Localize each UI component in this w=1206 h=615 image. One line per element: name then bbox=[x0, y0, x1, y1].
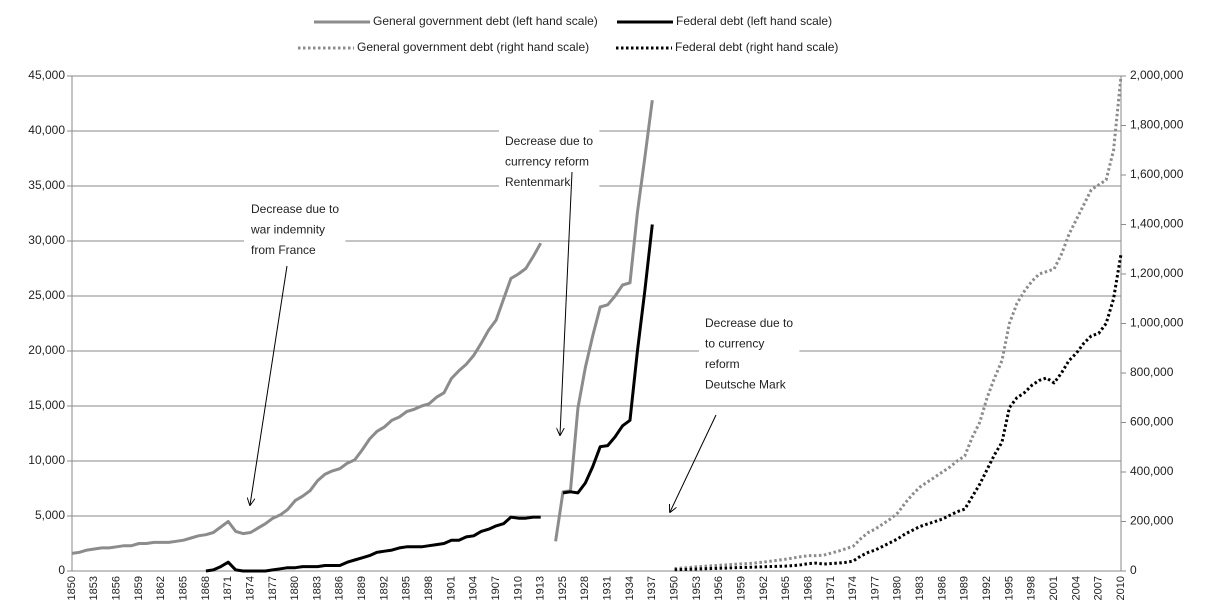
y-tick-label: 0 bbox=[58, 563, 65, 577]
annotation-text: to currency bbox=[705, 337, 764, 351]
x-tick-label: 1871 bbox=[222, 576, 234, 600]
x-tick-label: 1904 bbox=[468, 576, 480, 600]
x-tick-label: 1865 bbox=[178, 576, 190, 600]
series-line bbox=[71, 100, 654, 555]
annotation-arrow bbox=[670, 414, 717, 512]
x-tick-label: 1983 bbox=[914, 576, 926, 600]
x-tick-label: 1962 bbox=[758, 576, 770, 600]
y-tick-label: 45,000 bbox=[28, 68, 65, 82]
x-tick-label: 1950 bbox=[669, 576, 681, 600]
annotation-text: reform bbox=[705, 357, 740, 371]
x-tick-label: 1859 bbox=[133, 576, 145, 600]
x-tick-label: 1968 bbox=[802, 576, 814, 600]
y2-tick-label: 1,200,000 bbox=[1130, 266, 1184, 280]
annotation: Decrease due to war indemnity from France bbox=[244, 198, 346, 262]
x-tick-label: 1928 bbox=[579, 576, 591, 600]
y2-tick-label: 1,400,000 bbox=[1130, 217, 1184, 231]
series-line bbox=[674, 253, 1123, 572]
annotation-text: Decrease due to bbox=[705, 316, 793, 330]
annotation-text: currency reform bbox=[505, 155, 589, 169]
x-tick-label: 1965 bbox=[780, 576, 792, 600]
y2-tick-label: 800,000 bbox=[1130, 365, 1174, 379]
annotation-text: Rentenmark bbox=[505, 175, 571, 189]
annotation-text: from France bbox=[251, 243, 316, 257]
x-tick-label: 1995 bbox=[1003, 576, 1015, 600]
y2-tick-label: 400,000 bbox=[1130, 464, 1174, 478]
y-tick-label: 30,000 bbox=[28, 233, 65, 247]
legend-label: General government debt (left hand scale… bbox=[373, 14, 598, 28]
x-tick-label: 1992 bbox=[981, 576, 993, 600]
x-tick-label: 1901 bbox=[445, 576, 457, 600]
x-tick-label: 1937 bbox=[646, 576, 658, 600]
y-tick-label: 40,000 bbox=[28, 123, 65, 137]
series-line bbox=[674, 75, 1123, 571]
x-tick-label: 1913 bbox=[535, 576, 547, 600]
y2-tick-label: 1,800,000 bbox=[1130, 118, 1184, 132]
x-tick-label: 1880 bbox=[289, 576, 301, 600]
x-tick-label: 1953 bbox=[691, 576, 703, 600]
x-tick-label: 2001 bbox=[1048, 576, 1060, 600]
y2-tick-label: 1,600,000 bbox=[1130, 167, 1184, 181]
x-tick-label: 1877 bbox=[267, 576, 279, 600]
y2-tick-label: 200,000 bbox=[1130, 514, 1174, 528]
x-tick-label: 1907 bbox=[490, 576, 502, 600]
x-tick-label: 1925 bbox=[557, 576, 569, 600]
y-tick-label: 15,000 bbox=[28, 398, 65, 412]
x-tick-label: 1889 bbox=[356, 576, 368, 600]
x-tick-label: 2004 bbox=[1070, 576, 1082, 600]
x-tick-label: 1862 bbox=[155, 576, 167, 600]
y-tick-label: 5,000 bbox=[35, 508, 65, 522]
x-tick-label: 1989 bbox=[959, 576, 971, 600]
y-tick-label: 20,000 bbox=[28, 343, 65, 357]
x-tick-label: 1974 bbox=[847, 576, 859, 600]
x-tick-label: 1874 bbox=[244, 576, 256, 600]
y2-tick-label: 0 bbox=[1130, 563, 1137, 577]
legend-label: General government debt (right hand scal… bbox=[357, 40, 589, 54]
x-tick-label: 1934 bbox=[624, 576, 636, 600]
x-tick-label: 1931 bbox=[602, 576, 614, 600]
x-tick-label: 1883 bbox=[311, 576, 323, 600]
x-tick-label: 1959 bbox=[735, 576, 747, 600]
annotation-arrow bbox=[250, 265, 288, 505]
annotation-text: Deutsche Mark bbox=[705, 378, 787, 392]
annotation-bg bbox=[699, 312, 800, 396]
x-tick-label: 1971 bbox=[825, 576, 837, 600]
y2-tick-label: 2,000,000 bbox=[1130, 68, 1184, 82]
annotation: Decrease due to currency reform Rentenmark bbox=[499, 130, 600, 194]
x-tick-label: 2007 bbox=[1093, 576, 1105, 600]
x-tick-label: 1892 bbox=[378, 576, 390, 600]
y-tick-label: 10,000 bbox=[28, 453, 65, 467]
x-tick-label: 1980 bbox=[892, 576, 904, 600]
x-tick-label: 1898 bbox=[423, 576, 435, 600]
x-tick-label: 1986 bbox=[936, 576, 948, 600]
annotation-text: Decrease due to bbox=[251, 202, 339, 216]
x-tick-label: 1977 bbox=[869, 576, 881, 600]
annotation-bg bbox=[499, 130, 600, 194]
y2-tick-label: 600,000 bbox=[1130, 415, 1174, 429]
legend-label: Federal debt (right hand scale) bbox=[675, 40, 838, 54]
y-tick-label: 35,000 bbox=[28, 178, 65, 192]
y2-tick-label: 1,000,000 bbox=[1130, 316, 1184, 330]
legend-label: Federal debt (left hand scale) bbox=[676, 14, 832, 28]
annotation-arrow bbox=[560, 171, 573, 435]
x-tick-label: 1850 bbox=[66, 576, 78, 600]
x-tick-label: 1856 bbox=[111, 576, 123, 600]
x-tick-label: 1998 bbox=[1026, 576, 1038, 600]
x-tick-label: 1868 bbox=[200, 576, 212, 600]
annotation-text: war indemnity bbox=[250, 223, 325, 237]
annotation-text: Decrease due to bbox=[505, 134, 593, 148]
x-tick-label: 1886 bbox=[334, 576, 346, 600]
x-tick-label: 1853 bbox=[88, 576, 100, 600]
x-tick-label: 2010 bbox=[1115, 576, 1127, 600]
x-tick-label: 1956 bbox=[713, 576, 725, 600]
annotation: Decrease due to to currency reform Deutsche… bbox=[699, 312, 800, 396]
x-tick-label: 1910 bbox=[512, 576, 524, 600]
y-tick-label: 25,000 bbox=[28, 288, 65, 302]
annotation-bg bbox=[244, 198, 346, 262]
x-tick-label: 1895 bbox=[401, 576, 413, 600]
series-line bbox=[205, 224, 654, 573]
